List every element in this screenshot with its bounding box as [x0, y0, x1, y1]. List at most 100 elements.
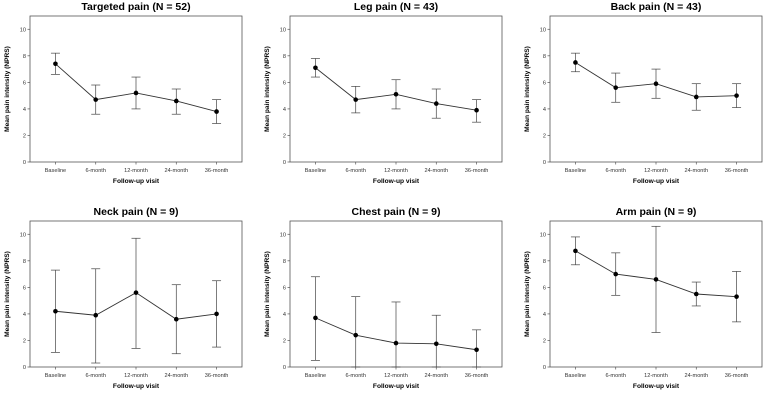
chart-title: Neck pain (N = 9) — [94, 206, 179, 218]
chart-svg: Chest pain (N = 9) 0 2 4 6 8 10 Baseline 6-month… — [264, 206, 503, 390]
x-tick-label: 24-month — [424, 373, 448, 379]
y-tick-label: 10 — [540, 27, 546, 33]
x-tick-label: 6-month — [605, 373, 626, 379]
chart-title: Leg pain (N = 43) — [354, 1, 438, 13]
data-point — [433, 101, 439, 106]
x-tick-label: 24-month — [684, 373, 708, 379]
y-tick-label: 0 — [23, 365, 26, 371]
y-axis-label: Mean pain intensity (NPRS) — [264, 251, 271, 337]
y-tick-label: 8 — [283, 54, 286, 60]
data-point — [93, 97, 99, 102]
chart-panel: Chest pain (N = 9) 0 2 4 6 8 10 Baseline 6-month… — [260, 205, 520, 410]
y-tick-label: 6 — [283, 285, 286, 291]
x-tick-label: Baseline — [305, 373, 326, 379]
y-tick-label: 4 — [283, 312, 286, 318]
y-tick-label: 8 — [543, 54, 546, 60]
chart-svg: Targeted pain (N = 52) 0 2 4 6 8 10 Baseline 6-m… — [4, 1, 243, 185]
x-tick-label: 6-month — [345, 168, 366, 174]
data-point — [613, 85, 619, 90]
chart-panel: Back pain (N = 43) 0 2 4 6 8 10 Baseline 6-month… — [520, 0, 780, 205]
y-tick-label: 2 — [23, 338, 26, 344]
x-tick-label: 6-month — [345, 373, 366, 379]
x-axis-label: Follow-up visit — [113, 178, 160, 185]
chart-svg: Back pain (N = 43) 0 2 4 6 8 10 Baseline 6-month… — [524, 1, 763, 185]
data-point — [353, 97, 359, 102]
y-tick-label: 4 — [283, 107, 286, 113]
y-tick-label: 10 — [280, 27, 286, 33]
chart-panel: Neck pain (N = 9) 0 2 4 6 8 10 Baseline 6-month 1… — [0, 205, 260, 410]
data-point — [653, 81, 659, 86]
y-tick-label: 2 — [283, 133, 286, 139]
x-tick-label: 36-month — [465, 168, 489, 174]
data-point — [353, 332, 359, 338]
y-tick-label: 0 — [283, 365, 286, 371]
x-tick-label: 12-month — [124, 168, 148, 174]
y-tick-label: 2 — [543, 133, 546, 139]
x-axis-label: Follow-up visit — [373, 178, 420, 185]
x-tick-label: 6-month — [85, 373, 106, 379]
y-tick-label: 2 — [543, 338, 546, 344]
data-point — [474, 347, 479, 353]
data-point — [93, 312, 99, 318]
error-bar — [391, 301, 401, 368]
x-tick-label: 24-month — [424, 168, 448, 174]
data-point — [693, 94, 699, 100]
data-point — [653, 277, 659, 282]
data-point — [53, 61, 58, 67]
chart-svg: Arm pain (N = 9) 0 2 4 6 8 10 Baseline 6-month 12… — [524, 206, 763, 390]
x-tick-label: 12-month — [384, 373, 408, 379]
data-point — [173, 98, 179, 104]
y-tick-label: 10 — [280, 232, 286, 238]
x-axis-label: Follow-up visit — [113, 383, 160, 390]
chart-title: Back pain (N = 43) — [611, 1, 702, 13]
x-axis-label: Follow-up visit — [633, 178, 680, 185]
y-tick-label: 6 — [23, 285, 26, 291]
y-tick-label: 4 — [23, 312, 26, 318]
x-tick-label: 12-month — [644, 168, 668, 174]
x-tick-label: 6-month — [605, 168, 626, 174]
y-tick-label: 6 — [23, 80, 26, 86]
x-tick-label: Baseline — [45, 168, 66, 174]
error-bar — [431, 314, 441, 368]
y-tick-label: 2 — [283, 338, 286, 344]
data-point — [393, 340, 399, 346]
y-tick-label: 10 — [20, 232, 26, 238]
chart-title: Chest pain (N = 9) — [352, 206, 441, 218]
y-axis-label: Mean pain intensity (NPRS) — [4, 251, 11, 337]
y-tick-label: 0 — [283, 160, 286, 166]
data-point — [53, 308, 58, 314]
y-tick-label: 0 — [23, 160, 26, 166]
y-tick-label: 4 — [543, 107, 546, 113]
data-point — [734, 93, 739, 98]
data-point — [573, 248, 578, 254]
y-axis-label: Mean pain intensity (NPRS) — [524, 46, 531, 132]
data-point — [433, 341, 439, 347]
x-tick-label: 36-month — [725, 168, 749, 174]
data-point — [573, 60, 578, 65]
x-tick-label: Baseline — [565, 168, 586, 174]
x-tick-label: 36-month — [205, 168, 229, 174]
chart-svg: Leg pain (N = 43) 0 2 4 6 8 10 Baseline 6-month 1… — [264, 1, 503, 185]
y-tick-label: 0 — [543, 160, 546, 166]
y-tick-label: 8 — [23, 259, 26, 265]
y-tick-label: 8 — [543, 259, 546, 265]
x-tick-label: 36-month — [205, 373, 229, 379]
data-point — [313, 65, 318, 71]
chart-panel: Leg pain (N = 43) 0 2 4 6 8 10 Baseline 6-month 1… — [260, 0, 520, 205]
y-tick-label: 6 — [543, 285, 546, 291]
x-tick-label: Baseline — [305, 168, 326, 174]
y-tick-label: 0 — [543, 365, 546, 371]
y-tick-label: 6 — [283, 80, 286, 86]
y-tick-label: 8 — [23, 54, 26, 60]
x-tick-label: 24-month — [164, 373, 188, 379]
error-bar — [351, 296, 361, 368]
data-point — [393, 92, 399, 97]
y-axis-label: Mean pain intensity (NPRS) — [4, 46, 11, 132]
y-axis-label: Mean pain intensity (NPRS) — [524, 251, 531, 337]
data-point — [133, 90, 139, 96]
x-tick-label: 12-month — [384, 168, 408, 174]
y-tick-label: 6 — [543, 80, 546, 86]
data-point — [173, 316, 179, 322]
data-point — [313, 315, 318, 321]
